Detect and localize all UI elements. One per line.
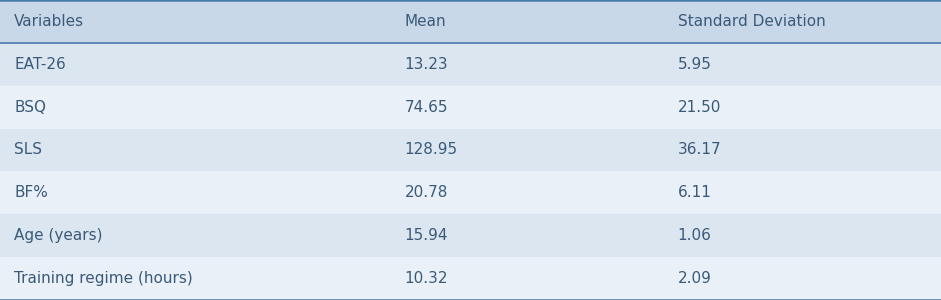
Text: 2.09: 2.09 <box>678 271 711 286</box>
Text: SLS: SLS <box>14 142 42 158</box>
Text: Variables: Variables <box>14 14 85 29</box>
Bar <box>0 214 941 257</box>
Text: BF%: BF% <box>14 185 48 200</box>
Text: Training regime (hours): Training regime (hours) <box>14 271 193 286</box>
Text: 13.23: 13.23 <box>405 57 448 72</box>
Text: 36.17: 36.17 <box>678 142 721 158</box>
Bar <box>0 43 941 86</box>
Text: 128.95: 128.95 <box>405 142 457 158</box>
Text: 6.11: 6.11 <box>678 185 711 200</box>
Text: Age (years): Age (years) <box>14 228 103 243</box>
Text: 5.95: 5.95 <box>678 57 711 72</box>
Text: 74.65: 74.65 <box>405 100 448 115</box>
Bar <box>0 0 941 43</box>
Text: 1.06: 1.06 <box>678 228 711 243</box>
Text: EAT-26: EAT-26 <box>14 57 66 72</box>
Bar <box>0 129 941 171</box>
Text: Mean: Mean <box>405 14 446 29</box>
Text: 10.32: 10.32 <box>405 271 448 286</box>
Text: 15.94: 15.94 <box>405 228 448 243</box>
Text: Standard Deviation: Standard Deviation <box>678 14 825 29</box>
Bar <box>0 257 941 300</box>
Text: 21.50: 21.50 <box>678 100 721 115</box>
Text: 20.78: 20.78 <box>405 185 448 200</box>
Text: BSQ: BSQ <box>14 100 46 115</box>
Bar <box>0 86 941 129</box>
Bar <box>0 171 941 214</box>
